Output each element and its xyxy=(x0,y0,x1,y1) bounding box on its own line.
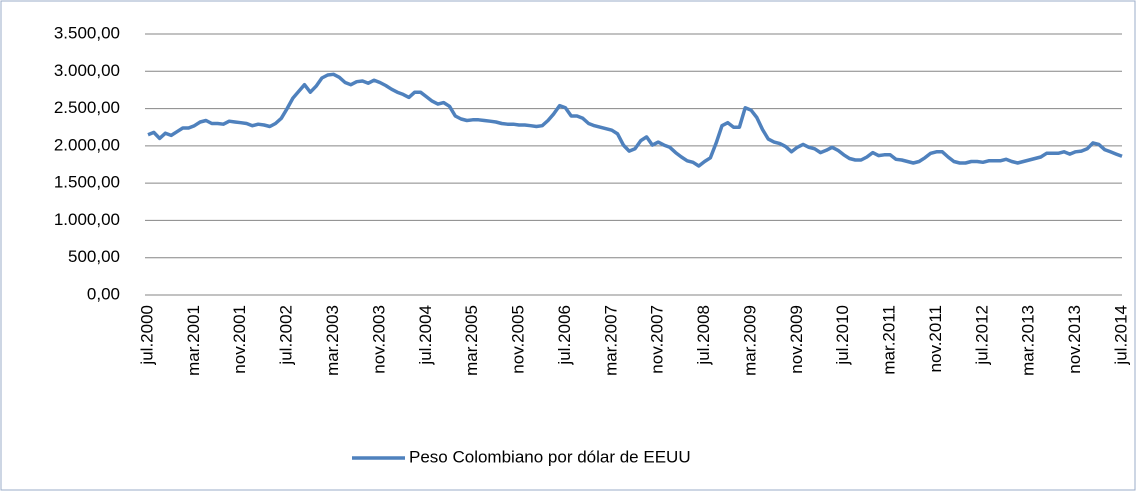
y-tick-label: 3.500,00 xyxy=(54,23,120,42)
y-tick-label: 3.000,00 xyxy=(54,61,120,80)
data-line xyxy=(147,72,1123,168)
x-tick-label: jul.2004 xyxy=(416,305,435,366)
x-tick-label: mar.2009 xyxy=(740,305,759,376)
x-tick-label: jul.2006 xyxy=(555,305,574,366)
x-tick-label: jul.2000 xyxy=(137,305,156,366)
x-tick-label: jul.2012 xyxy=(972,305,991,366)
x-tick-label: mar.2001 xyxy=(184,305,203,376)
y-tick-label: 2.500,00 xyxy=(54,98,120,117)
x-tick-label: nov.2009 xyxy=(787,305,806,374)
x-tick-label: nov.2013 xyxy=(1065,305,1084,374)
y-tick-label: 500,00 xyxy=(68,247,120,266)
x-tick-label: mar.2005 xyxy=(462,305,481,376)
x-tick-label: mar.2003 xyxy=(323,305,342,376)
x-tick-label: mar.2013 xyxy=(1019,305,1038,376)
x-tick-label: nov.2007 xyxy=(648,305,667,374)
y-tick-label: 1.000,00 xyxy=(54,210,120,229)
x-tick-label: jul.2002 xyxy=(277,305,296,366)
x-tick-label: nov.2011 xyxy=(926,305,945,372)
x-tick-label: jul.2008 xyxy=(694,305,713,366)
x-tick-label: nov.2005 xyxy=(509,305,528,374)
x-tick-label: nov.2003 xyxy=(369,305,388,374)
x-tick-label: mar.2011 xyxy=(880,305,899,375)
y-tick-label: 2.000,00 xyxy=(54,135,120,154)
x-tick-label: mar.2007 xyxy=(601,305,620,376)
x-tick-label: jul.2014 xyxy=(1111,305,1130,366)
legend-label: Peso Colombiano por dólar de EEUU xyxy=(409,447,691,466)
x-tick-label: nov.2001 xyxy=(230,305,249,374)
y-tick-label: 1.500,00 xyxy=(54,173,120,192)
x-tick-label: jul.2010 xyxy=(833,305,852,366)
y-tick-label: 0,00 xyxy=(87,284,120,303)
